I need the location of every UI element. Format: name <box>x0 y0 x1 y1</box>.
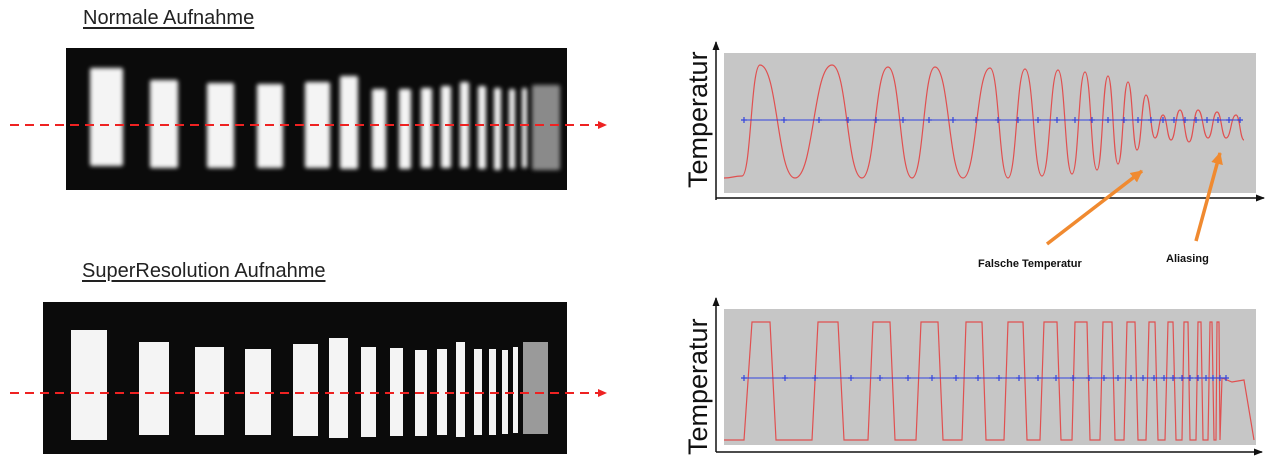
thermal-bar <box>478 86 486 169</box>
marker-point <box>1089 117 1095 123</box>
thermal-bar <box>195 347 224 435</box>
marker-point <box>1161 375 1167 381</box>
marker-point <box>782 375 788 381</box>
normal-image-title: Normale Aufnahme <box>83 7 255 29</box>
marker-point <box>1035 117 1041 123</box>
normal-markers <box>741 117 1243 123</box>
aliasing-arrow <box>1194 152 1223 242</box>
thermal-bar <box>523 342 548 434</box>
marker-point <box>877 375 883 381</box>
thermal-bar <box>532 85 560 170</box>
thermal-bar <box>421 88 432 168</box>
marker-point <box>1115 375 1121 381</box>
thermal-bar <box>456 342 465 437</box>
thermal-bar <box>139 342 169 435</box>
marker-point <box>1195 375 1201 381</box>
normal-y-label: Temperatur <box>683 51 713 188</box>
marker-point <box>845 117 851 123</box>
thermal-bar <box>361 347 376 437</box>
thermal-bar <box>441 86 451 168</box>
marker-point <box>1171 117 1177 123</box>
marker-point <box>1072 117 1078 123</box>
marker-point <box>1151 375 1157 381</box>
superres-thermal-image <box>43 302 567 454</box>
marker-point <box>1054 117 1060 123</box>
marker-point <box>1016 375 1022 381</box>
marker-point <box>1170 375 1176 381</box>
marker-point <box>1121 117 1127 123</box>
marker-point <box>1160 117 1166 123</box>
thermal-bar <box>372 89 386 169</box>
thermal-bar <box>399 89 411 169</box>
marker-point <box>926 117 932 123</box>
marker-point <box>929 375 935 381</box>
marker-point <box>812 375 818 381</box>
marker-point <box>1210 375 1216 381</box>
thermal-bar <box>340 76 358 169</box>
thermal-bar <box>494 88 501 170</box>
marker-point <box>1070 375 1076 381</box>
marker-point <box>1015 117 1021 123</box>
marker-point <box>1086 375 1092 381</box>
marker-point <box>1053 375 1059 381</box>
marker-point <box>741 117 747 123</box>
normal-temperature-signal <box>723 64 1245 179</box>
marker-point <box>973 117 979 123</box>
marker-point <box>996 375 1002 381</box>
marker-point <box>1217 375 1223 381</box>
thermal-bar <box>513 347 518 433</box>
marker-point <box>905 375 911 381</box>
thermal-bar <box>390 348 403 436</box>
marker-point <box>1128 375 1134 381</box>
thermal-bar <box>509 89 515 169</box>
marker-point <box>781 117 787 123</box>
marker-point <box>1135 117 1141 123</box>
marker-point <box>900 117 906 123</box>
false-temperature-arrow <box>1045 169 1144 246</box>
marker-point <box>1101 375 1107 381</box>
marker-point <box>1203 375 1209 381</box>
marker-point <box>950 117 956 123</box>
aliasing-label: Aliasing <box>1166 253 1209 265</box>
marker-point <box>995 117 1001 123</box>
marker-point <box>1182 117 1188 123</box>
marker-point <box>1204 117 1210 123</box>
thermal-bar <box>90 68 123 166</box>
marker-point <box>1226 117 1232 123</box>
marker-point <box>1193 117 1199 123</box>
thermal-bar <box>522 88 527 168</box>
marker-point <box>1140 375 1146 381</box>
marker-point <box>741 375 747 381</box>
marker-point <box>1035 375 1041 381</box>
superres-markers <box>741 375 1229 381</box>
superres-y-label: Temperatur <box>683 318 713 455</box>
thermal-bar <box>293 344 318 436</box>
marker-point <box>953 375 959 381</box>
false-temperature-label: Falsche Temperatur <box>978 258 1082 270</box>
thermal-bar <box>71 330 107 440</box>
thermal-bar <box>329 338 348 438</box>
marker-point <box>1237 117 1243 123</box>
marker-point <box>1179 375 1185 381</box>
marker-point <box>1223 375 1229 381</box>
superres-temperature-signal <box>724 321 1255 441</box>
thermal-bar <box>437 349 447 435</box>
marker-point <box>1187 375 1193 381</box>
marker-point <box>848 375 854 381</box>
superres-image-title: SuperResolution Aufnahme <box>82 260 326 282</box>
marker-point <box>1215 117 1221 123</box>
marker-point <box>873 117 879 123</box>
marker-point <box>816 117 822 123</box>
marker-point <box>975 375 981 381</box>
marker-point <box>1105 117 1111 123</box>
marker-point <box>1148 117 1154 123</box>
